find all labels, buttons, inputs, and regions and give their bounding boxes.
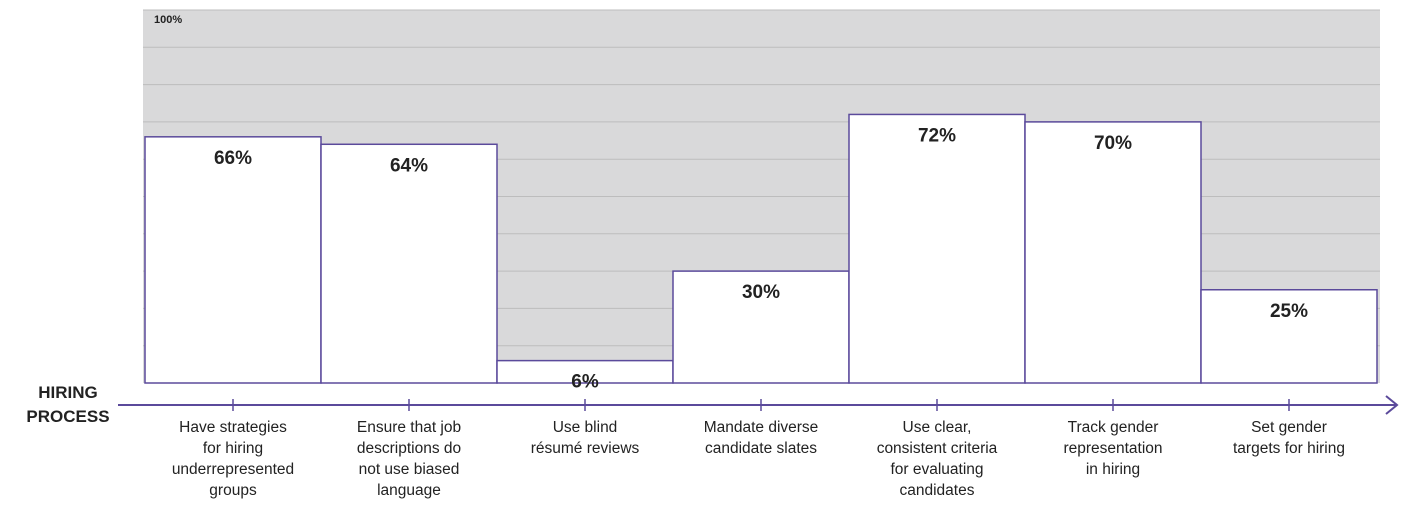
x-axis-label: HIRING PROCESS <box>26 383 110 426</box>
value-label: 25% <box>1270 301 1308 322</box>
bar <box>1200 289 1378 384</box>
x-tick-label: Have strategies for hiring underrepresen… <box>171 419 295 499</box>
x-tick-label: Ensure that job descriptions do not use … <box>356 419 462 499</box>
bar <box>144 136 322 384</box>
x-tick-label: Track gender representation in hiring <box>1063 419 1163 478</box>
x-tick-label: Mandate diverse candidate slates <box>703 419 819 457</box>
bar <box>848 113 1026 384</box>
value-label: 64% <box>390 155 428 176</box>
x-tick-label: Use clear, consistent criteria for evalu… <box>876 419 998 499</box>
y-tick-label: 100% <box>154 14 182 26</box>
value-label: 66% <box>214 148 252 169</box>
value-label: 6% <box>571 372 599 393</box>
value-label: 72% <box>918 125 956 146</box>
x-tick-label: Use blind résumé reviews <box>530 419 640 457</box>
x-axis-arrow <box>1385 395 1399 415</box>
value-label: 30% <box>742 282 780 303</box>
bar <box>320 143 498 384</box>
x-tick-label: Set gender targets for hiring <box>1233 419 1345 457</box>
value-label: 70% <box>1094 133 1132 154</box>
bar <box>1024 121 1202 384</box>
